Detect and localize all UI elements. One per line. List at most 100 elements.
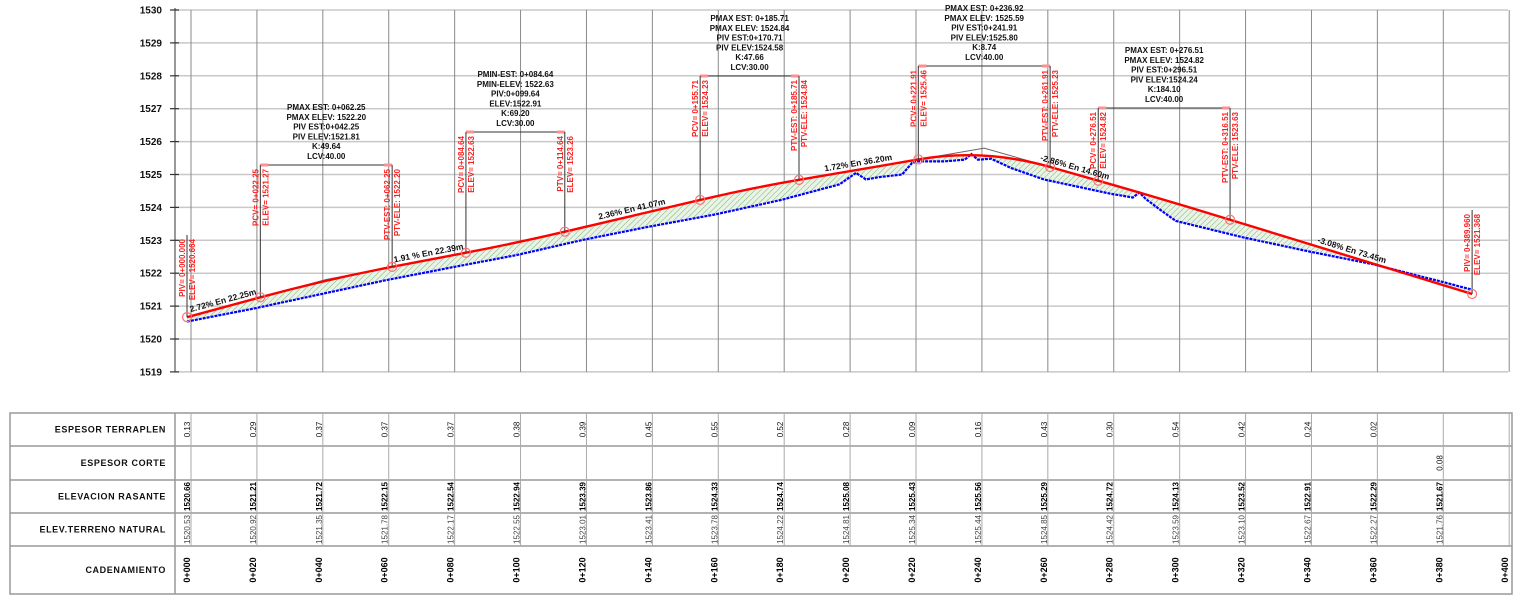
table-cell: 1523.41 (644, 514, 653, 543)
table-cell: 1523.59 (1172, 514, 1181, 543)
table-cell: 0.37 (381, 421, 390, 437)
table-cell: 0+200 (841, 557, 851, 582)
y-tick-label: 1521 (140, 302, 163, 313)
curve-info-text: PMAX EST: 0+185.71 (710, 14, 789, 23)
station-label: PCV= 0+022.25 (251, 168, 260, 225)
elevation-label: ELEV= 1525.46 (919, 69, 928, 126)
table-cell: 1525.44 (974, 514, 983, 543)
piv-marker (1467, 288, 1478, 300)
table-cell: 1522.15 (381, 481, 390, 510)
table-cell: 1524.72 (1106, 481, 1115, 510)
table-row-label: CADENAMIENTO (85, 565, 166, 575)
table-cell: 0.16 (974, 421, 983, 437)
y-tick-label: 1524 (140, 203, 163, 214)
piv-marker (1045, 161, 1056, 173)
bar-arrow (465, 130, 474, 134)
table-cell: 0.42 (1238, 421, 1247, 437)
curve-info-text: PMAX EST: 0+276.51 (1125, 46, 1204, 55)
chart-grid (174, 8, 1510, 373)
piv-marker (559, 226, 570, 237)
table-cell: 0+360 (1368, 557, 1378, 582)
table-cell: 1521.76 (1435, 514, 1444, 543)
y-tick-label: 1519 (140, 367, 163, 378)
piv-marker (460, 247, 472, 258)
table-cell: 0.45 (644, 421, 653, 437)
table-cell: 1520.66 (183, 481, 192, 510)
piv-marker (1093, 175, 1104, 186)
table-cell: 1520.53 (183, 514, 192, 543)
table-cell: 0+080 (446, 557, 456, 582)
table-cell: 0+340 (1302, 557, 1312, 582)
piv-marker (1224, 214, 1236, 225)
y-tick-label: 1523 (140, 236, 163, 247)
curve-info-text: K:49.64 (312, 142, 341, 151)
piv-marker (387, 261, 398, 272)
piv-marker (695, 194, 706, 206)
curve-info-text: K:69.20 (501, 109, 530, 118)
table-cell: 0.38 (513, 421, 522, 437)
table-cell: 1522.55 (513, 514, 522, 543)
table-cell: 1525.08 (842, 481, 851, 510)
y-axis: 1519 1520 1521 1522 1523 1524 1525 1526 1527 1528… (140, 6, 179, 378)
bar-arrow (918, 64, 927, 68)
elevation-label: ELEV= 1521.368 (1473, 213, 1482, 275)
piv-marker (793, 174, 805, 185)
table-cell: 0.52 (776, 421, 785, 437)
data-table: ESPESOR TERRAPLEN 0.13 0.29 0.37 0.37 0.37 0.3… (9, 412, 1513, 595)
table-cell: 0.24 (1303, 421, 1312, 437)
piv-marker (913, 154, 924, 165)
curve-info-text: PIV ELEV:1521.81 (293, 132, 361, 141)
curve-info-text: K:184.10 (1148, 85, 1181, 94)
table-cell: 0+280 (1105, 557, 1115, 582)
y-tick-label: 1520 (140, 335, 163, 346)
elevation-label: PTV-ELE: 1522.20 (393, 168, 402, 236)
bar-arrow (1222, 106, 1231, 110)
elevation-label: PTV-ELE: 1524.84 (800, 79, 809, 147)
bar-arrow (556, 130, 565, 134)
elevation-label: PTV-ELE: 1525.23 (1051, 69, 1060, 137)
table-cell: 0.08 (1435, 455, 1444, 471)
table-cell: 0.13 (183, 421, 192, 437)
station-label: PIV= 0+389.960 (1463, 213, 1472, 271)
elevation-label: ELEV= 1524.82 (1099, 111, 1108, 168)
elevation-label: ELEV= 1523.26 (566, 135, 575, 192)
curve-info-text: LCV:40.00 (965, 53, 1004, 62)
table-cell: 0+140 (643, 557, 653, 582)
curve-info-text: PMAX ELEV: 1522.20 (286, 113, 366, 122)
table-cell: 0.30 (1106, 421, 1115, 437)
station-label: PCV= 0+155.71 (691, 79, 700, 136)
station-label: PTV-EST: 0+062.25 (383, 168, 392, 239)
table-cell: 1521.21 (249, 481, 258, 510)
table-cell: 1522.67 (1303, 514, 1312, 543)
curve-info-text: PMAX ELEV: 1525.59 (944, 14, 1024, 23)
table-cell: 0.09 (908, 421, 917, 437)
table-cell: 0+100 (512, 557, 522, 582)
table-cell: 0+120 (577, 557, 587, 582)
station-label: PIV= 0+000.000 (178, 238, 187, 296)
table-cell: 1524.42 (1106, 514, 1115, 543)
table-cell: 0+400 (1500, 557, 1510, 582)
curve-info-text: PMAX ELEV: 1524.84 (710, 24, 790, 33)
table-cell: 0.39 (578, 421, 587, 437)
table-cell: 1520.92 (249, 514, 258, 543)
table-cell: 0+000 (182, 557, 192, 582)
bar-arrow (384, 163, 393, 167)
elevation-label: PTV-ELE: 1523.63 (1231, 111, 1240, 179)
table-cell: 1525.34 (908, 514, 917, 543)
station-label: PCV= 0+221.91 (909, 69, 918, 126)
table-cell: 0+320 (1237, 557, 1247, 582)
curve-info-text: PIV EST:0+042.25 (293, 123, 360, 132)
table-row-label: ELEVACION RASANTE (58, 492, 166, 502)
table-cell: 1523.86 (644, 481, 653, 510)
bar-arrow (1042, 64, 1051, 68)
grade-line (186, 154, 1473, 319)
table-cell: 0.37 (447, 421, 456, 437)
bar-arrow (700, 74, 709, 78)
table-cell: 1522.94 (513, 481, 522, 510)
table-cell: 0.43 (1040, 421, 1049, 437)
curve-info-text: LCV:30.00 (496, 119, 535, 128)
table-cell: 1525.29 (1040, 481, 1049, 510)
table-cell: 0+300 (1171, 557, 1181, 582)
elevation-label: ELEV= 1524.23 (701, 79, 710, 136)
